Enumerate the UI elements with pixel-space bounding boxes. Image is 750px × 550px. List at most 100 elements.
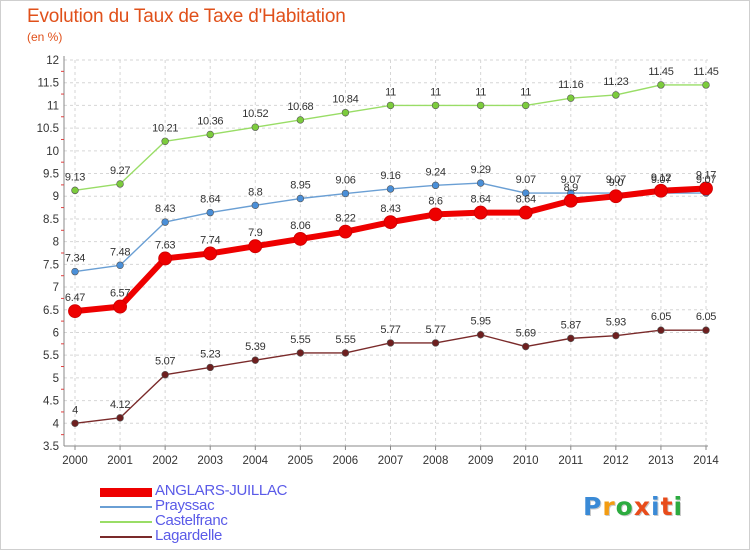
- data-label: 5.77: [425, 324, 445, 336]
- data-label: 5.87: [561, 319, 581, 331]
- data-point: [248, 239, 263, 254]
- data-point: [702, 81, 710, 89]
- y-tick-label: 4: [53, 418, 60, 430]
- data-label: 9.13: [65, 171, 85, 183]
- data-point: [113, 299, 127, 314]
- data-point: [563, 193, 578, 208]
- data-label: 5.07: [155, 356, 175, 368]
- y-tick-label: 11: [47, 100, 59, 112]
- data-point: [206, 363, 214, 372]
- data-label: 9.06: [335, 175, 355, 187]
- data-label: 9.07: [606, 174, 626, 186]
- data-label: 10.52: [242, 108, 268, 120]
- logo-letter: x: [633, 492, 651, 521]
- y-tick-label: 10: [46, 146, 59, 158]
- x-tick-label: 2008: [423, 455, 449, 467]
- data-point: [158, 251, 173, 266]
- x-tick-label: 2012: [603, 455, 629, 467]
- data-point: [338, 224, 353, 239]
- data-point: [518, 205, 533, 220]
- legend-label: Prayssac: [155, 497, 215, 514]
- series-lagardelle: [71, 326, 710, 427]
- grid: [64, 59, 708, 447]
- data-label: 9.27: [110, 165, 130, 177]
- data-label: 8.9: [564, 182, 579, 194]
- legend-item: Prayssac: [100, 497, 400, 514]
- legend-item: Castelfranc: [100, 512, 400, 529]
- y-tick-label: 7: [53, 282, 59, 294]
- data-point: [383, 215, 398, 230]
- data-point: [116, 414, 124, 422]
- data-point: [296, 116, 305, 124]
- data-point: [476, 101, 485, 110]
- data-label: 8.43: [155, 203, 175, 215]
- logo-letter: t: [660, 492, 674, 521]
- logo-letter: P: [583, 492, 603, 521]
- data-point: [428, 207, 443, 222]
- legend-item: ANGLARS-JUILLAC: [100, 482, 400, 499]
- series-group: [68, 81, 713, 427]
- logo-letter: r: [602, 492, 616, 521]
- logo-letter: o: [615, 492, 634, 521]
- data-point: [522, 101, 530, 110]
- logo-letter: i: [651, 492, 661, 521]
- series-anglars-juillac: [68, 181, 713, 319]
- data-point: [251, 356, 259, 364]
- data-label: 9.24: [425, 166, 445, 178]
- legend-swatch: [100, 521, 152, 523]
- data-label: 11.16: [558, 79, 583, 91]
- y-tick-label: 4.5: [43, 396, 59, 408]
- logo-letter: i: [673, 492, 684, 521]
- data-point: [522, 342, 530, 351]
- x-tick-label: 2002: [152, 455, 178, 467]
- data-point: [386, 185, 395, 193]
- data-point: [71, 267, 79, 276]
- data-point: [116, 180, 124, 188]
- data-label: 6.47: [65, 292, 85, 304]
- data-label: 6.05: [696, 311, 716, 323]
- data-point: [702, 326, 710, 334]
- data-label: 5.93: [606, 317, 626, 329]
- legend-label: Lagardelle: [155, 527, 223, 544]
- legend: ANGLARS-JUILLAC Prayssac Castelfranc Lagard…: [100, 482, 400, 544]
- data-label: 9.07: [561, 174, 581, 186]
- y-tick-label: 9.5: [43, 169, 59, 181]
- data-label: 5.39: [245, 341, 265, 353]
- y-tick-label: 12: [46, 55, 59, 67]
- data-point: [116, 261, 124, 269]
- data-label: 11: [385, 86, 396, 98]
- data-point: [71, 186, 79, 195]
- data-label: 5.55: [290, 334, 310, 346]
- data-label: 8.64: [516, 194, 536, 206]
- x-tick-label: 2004: [242, 455, 268, 467]
- data-label: 8.95: [290, 180, 310, 192]
- data-label: 8.43: [380, 203, 400, 215]
- data-point: [567, 94, 575, 102]
- data-label: 9.0: [609, 177, 624, 189]
- data-point: [431, 101, 440, 110]
- legend-label: Castelfranc: [155, 512, 228, 529]
- data-point: [68, 304, 82, 319]
- data-label: 4: [72, 404, 78, 416]
- proxiti-logo: Proxiti: [583, 492, 683, 521]
- legend-swatch: [100, 536, 152, 538]
- data-point: [657, 326, 665, 334]
- series-prayssac: [71, 179, 710, 276]
- data-label: 10.84: [332, 94, 358, 106]
- data-label: 7.63: [155, 239, 175, 251]
- x-tick-label: 2005: [288, 455, 314, 467]
- x-tick-label: 2011: [558, 455, 583, 467]
- data-label: 9.29: [471, 164, 491, 176]
- data-label: 5.69: [516, 328, 536, 340]
- x-tick-label: 2014: [693, 455, 719, 467]
- data-label: 9.07: [651, 174, 671, 186]
- y-tick-label: 8.5: [43, 214, 59, 226]
- data-label: 5.95: [471, 316, 491, 328]
- data-label: 7.74: [200, 234, 220, 246]
- y-tick-label: 10.5: [37, 123, 59, 135]
- x-tick-label: 2013: [648, 455, 674, 467]
- data-point: [341, 189, 350, 198]
- data-label: 6.05: [651, 311, 671, 323]
